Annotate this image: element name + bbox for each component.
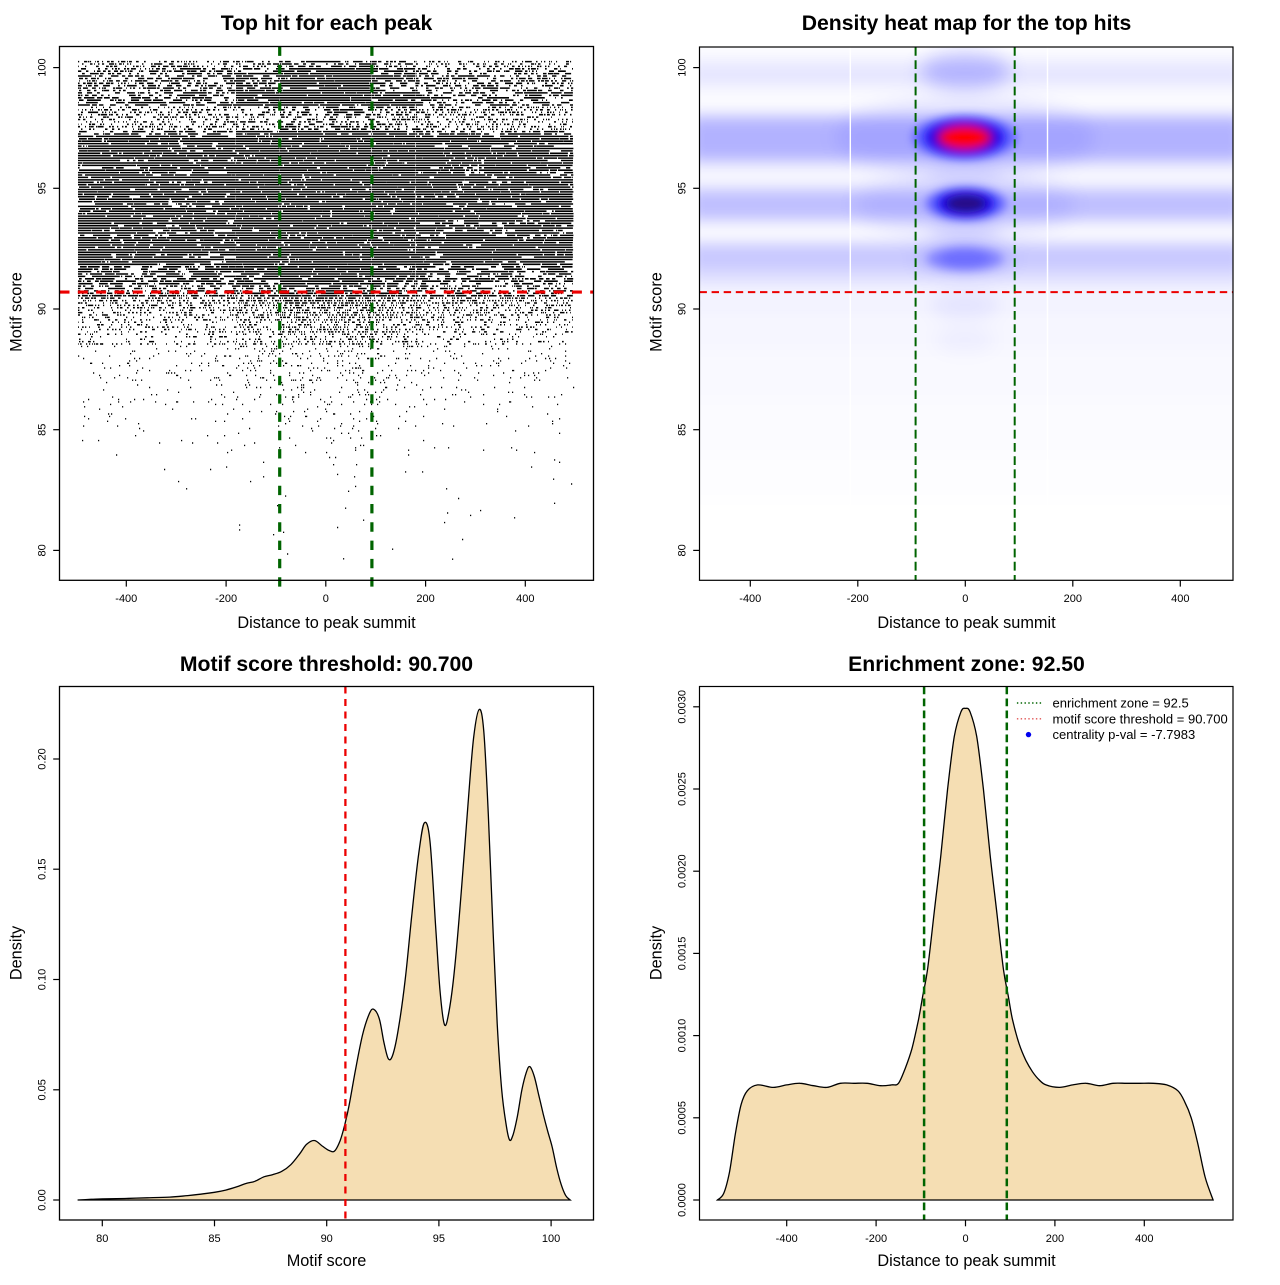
- svg-text:enrichment zone = 92.5: enrichment zone = 92.5: [1053, 696, 1189, 711]
- svg-text:100: 100: [542, 1233, 560, 1245]
- svg-text:80: 80: [677, 544, 689, 556]
- svg-text:Top hit for each peak: Top hit for each peak: [221, 12, 433, 35]
- svg-text:Motif score: Motif score: [648, 272, 666, 352]
- svg-text:Distance to peak summit: Distance to peak summit: [877, 614, 1056, 632]
- svg-text:85: 85: [208, 1233, 220, 1245]
- svg-text:Distance to peak summit: Distance to peak summit: [237, 614, 416, 632]
- svg-text:90: 90: [321, 1233, 333, 1245]
- svg-text:200: 200: [1064, 593, 1082, 605]
- svg-text:Enrichment zone: 92.50: Enrichment zone: 92.50: [848, 653, 1085, 676]
- svg-text:0.20: 0.20: [37, 748, 49, 769]
- svg-text:Motif score: Motif score: [287, 1252, 367, 1270]
- svg-text:0.0030: 0.0030: [677, 690, 689, 724]
- svg-text:0.00: 0.00: [37, 1189, 49, 1210]
- svg-text:0.0020: 0.0020: [677, 854, 689, 888]
- svg-text:-200: -200: [215, 593, 237, 605]
- svg-text:Motif score threshold: 90.700: Motif score threshold: 90.700: [180, 653, 473, 676]
- svg-text:0: 0: [962, 1233, 968, 1245]
- svg-text:0.0010: 0.0010: [677, 1019, 689, 1053]
- svg-text:-200: -200: [847, 593, 869, 605]
- svg-text:-400: -400: [739, 593, 761, 605]
- svg-text:Density: Density: [8, 925, 26, 980]
- svg-text:0: 0: [962, 593, 968, 605]
- svg-text:90: 90: [677, 303, 689, 315]
- svg-text:Motif score: Motif score: [8, 272, 26, 352]
- svg-text:95: 95: [677, 182, 689, 194]
- svg-text:0.0015: 0.0015: [677, 937, 689, 971]
- svg-text:400: 400: [1171, 593, 1189, 605]
- svg-text:0.10: 0.10: [37, 969, 49, 990]
- svg-text:95: 95: [433, 1233, 445, 1245]
- svg-text:centrality p-val = -7.7983: centrality p-val = -7.7983: [1053, 727, 1196, 742]
- svg-text:80: 80: [37, 544, 49, 556]
- svg-text:400: 400: [1135, 1233, 1153, 1245]
- svg-text:0.0000: 0.0000: [677, 1183, 689, 1217]
- svg-text:Density heat map for the top h: Density heat map for the top hits: [802, 12, 1132, 35]
- svg-text:-400: -400: [115, 593, 137, 605]
- svg-text:400: 400: [516, 593, 534, 605]
- svg-text:motif score threshold = 90.700: motif score threshold = 90.700: [1053, 711, 1228, 726]
- svg-text:0.0025: 0.0025: [677, 772, 689, 806]
- svg-text:100: 100: [37, 58, 49, 76]
- svg-text:0.15: 0.15: [37, 858, 49, 879]
- svg-text:0.05: 0.05: [37, 1079, 49, 1100]
- svg-text:0: 0: [323, 593, 329, 605]
- svg-text:85: 85: [677, 424, 689, 436]
- svg-text:100: 100: [677, 58, 689, 76]
- svg-text:Distance to peak summit: Distance to peak summit: [877, 1252, 1056, 1270]
- svg-text:0.0005: 0.0005: [677, 1101, 689, 1135]
- svg-text:90: 90: [37, 303, 49, 315]
- svg-text:85: 85: [37, 424, 49, 436]
- svg-text:80: 80: [96, 1233, 108, 1245]
- svg-text:Density: Density: [648, 925, 666, 980]
- svg-text:95: 95: [37, 182, 49, 194]
- svg-text:200: 200: [1046, 1233, 1064, 1245]
- svg-text:-400: -400: [776, 1233, 798, 1245]
- svg-text:200: 200: [416, 593, 434, 605]
- svg-text:-200: -200: [865, 1233, 887, 1245]
